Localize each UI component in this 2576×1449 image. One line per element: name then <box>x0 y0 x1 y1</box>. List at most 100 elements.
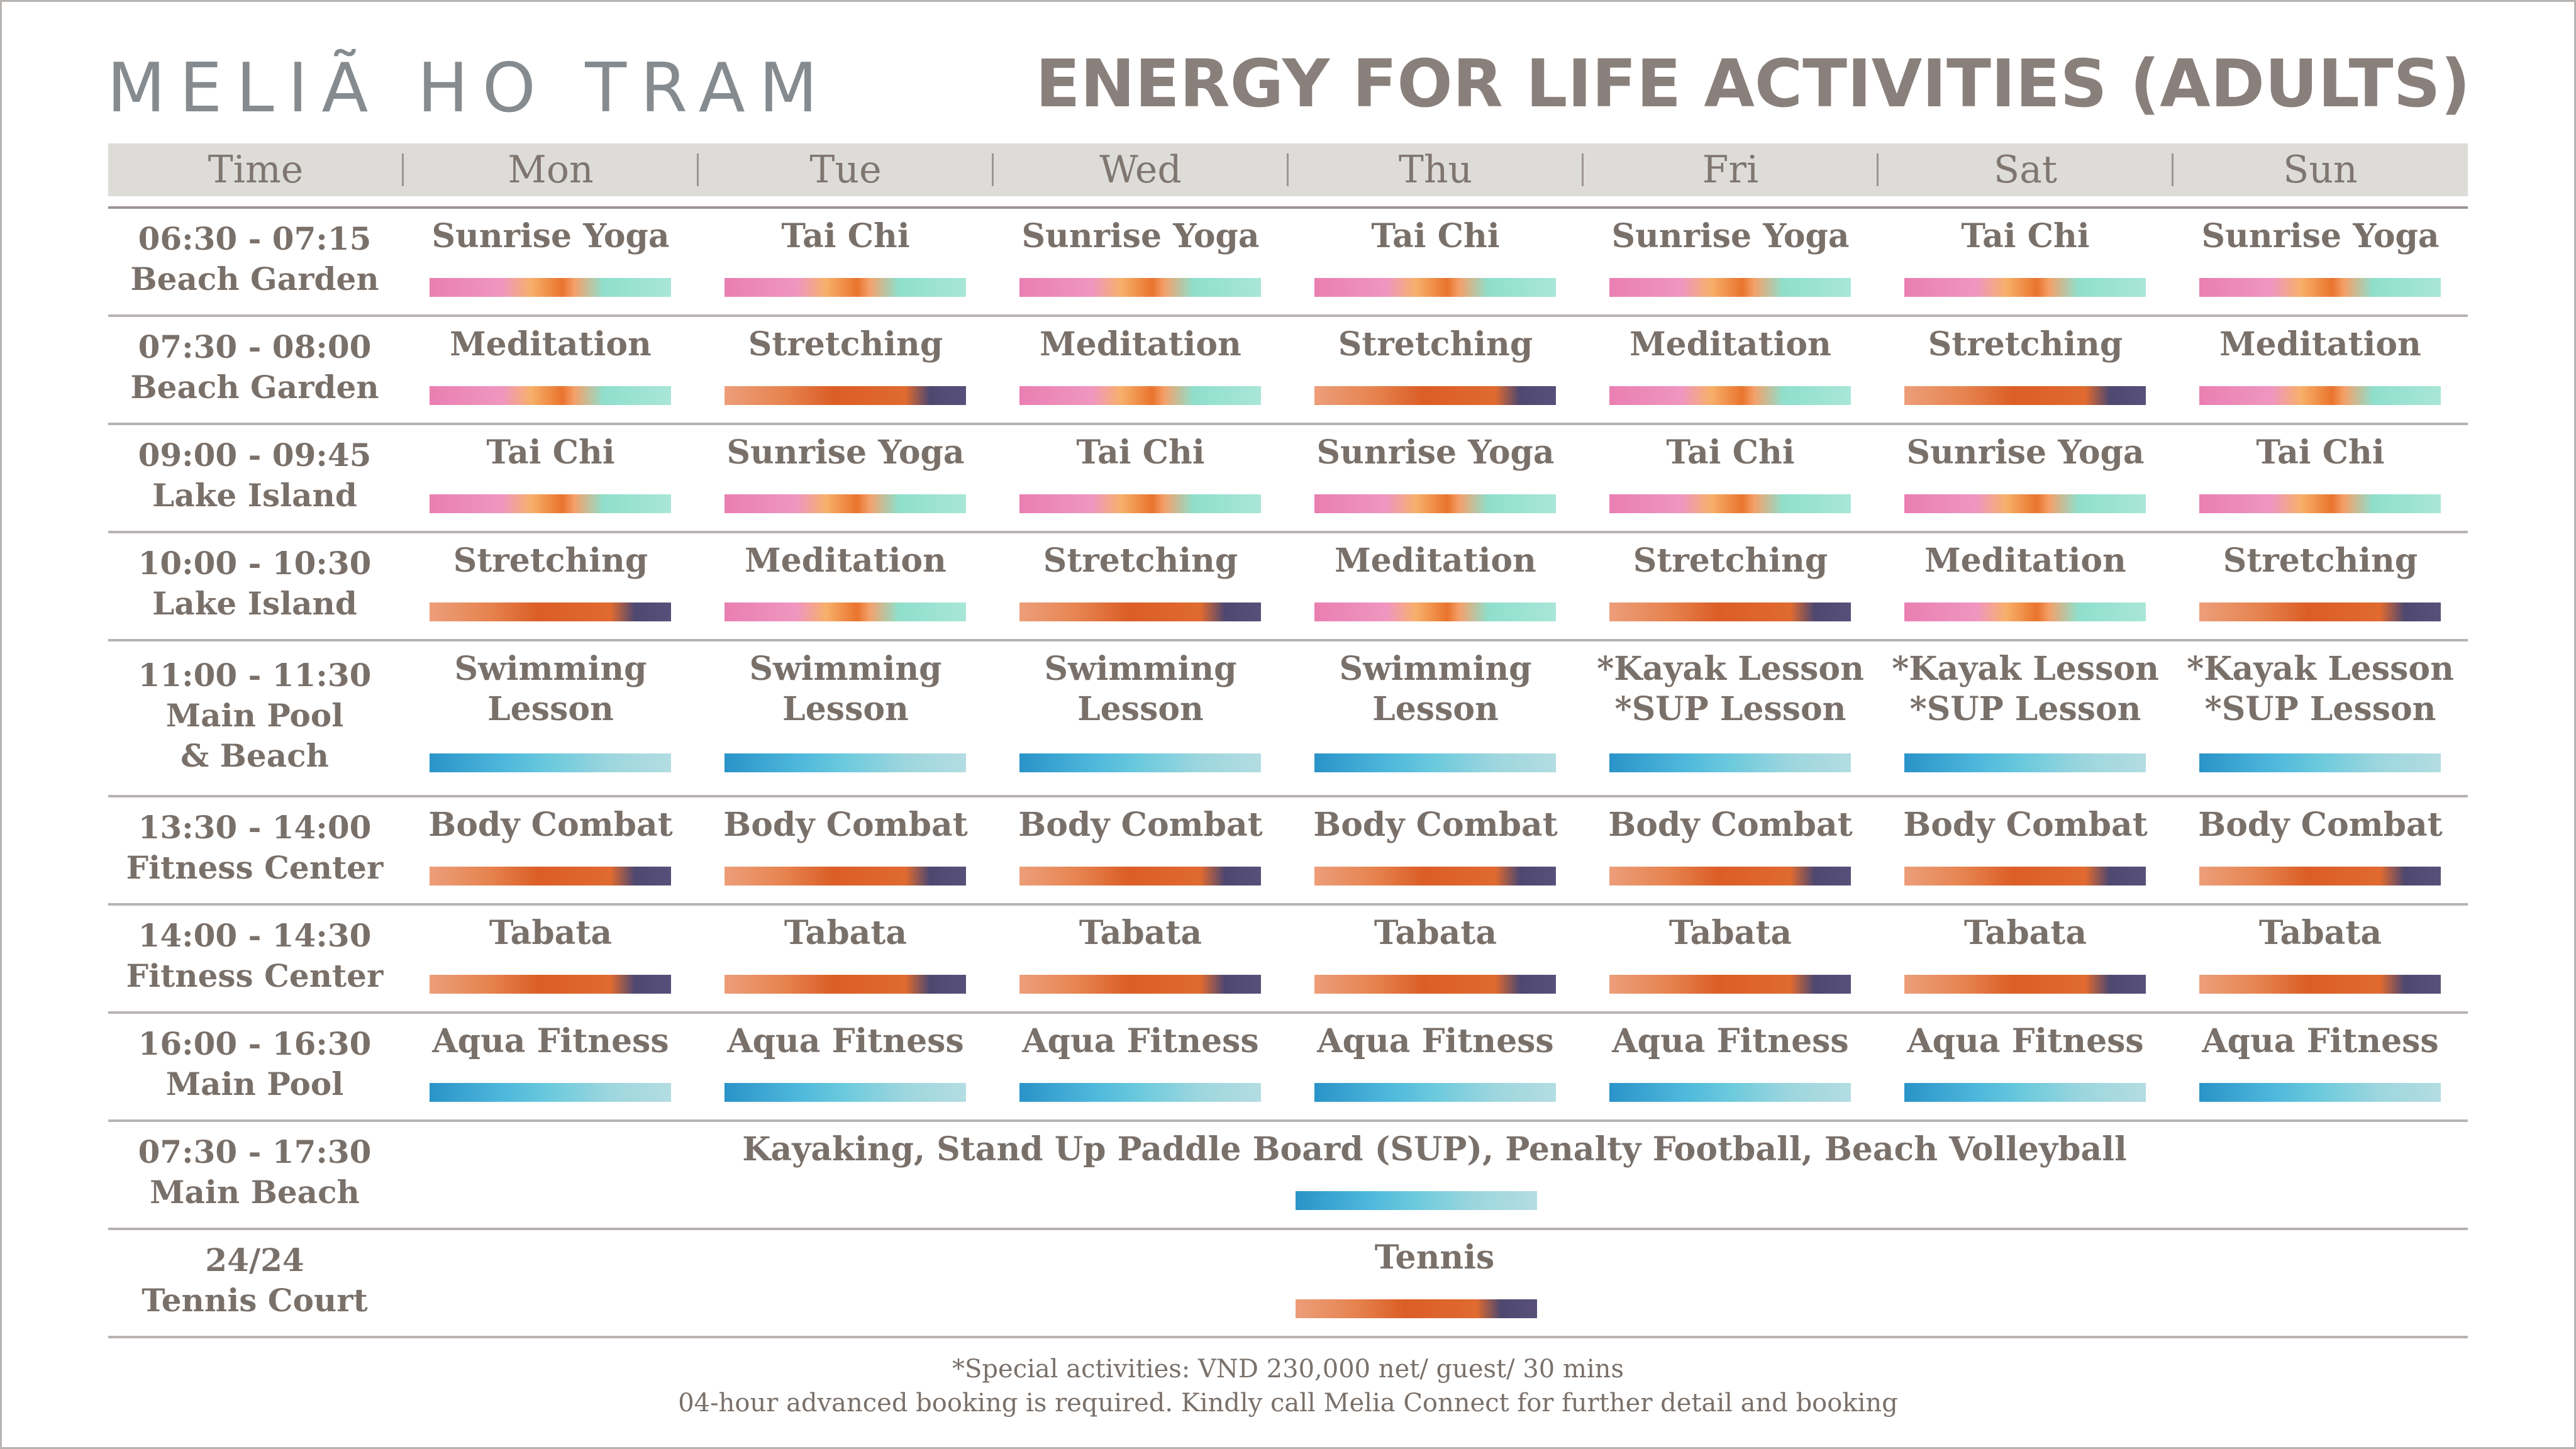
category-bar-water <box>1904 753 2146 772</box>
activity-name: Tabata <box>489 914 613 952</box>
location-label: Main Beach <box>150 1174 360 1211</box>
activity-name: Lesson <box>487 690 614 728</box>
category-bar-fire <box>2199 975 2441 994</box>
activity-cell: Stretching <box>993 541 1288 581</box>
category-bar-fire <box>724 975 966 994</box>
category-bar-water <box>430 1083 671 1102</box>
activity-cell: Tai Chi <box>1288 216 1583 257</box>
header-divider <box>1287 153 1289 186</box>
schedule-row: 14:00 - 14:30 Fitness Center Tabata Tabata T… <box>108 906 2468 1014</box>
activity-name: Kayaking, Stand Up Paddle Board (SUP), P… <box>742 1130 2127 1169</box>
activity-name: Sunrise Yoga <box>1906 433 2145 472</box>
activity-cell: Stretching <box>1583 541 1878 581</box>
category-bar-water <box>1904 1083 2146 1102</box>
time-range: 09:00 - 09:45 <box>138 436 372 474</box>
activity-name: Stretching <box>1338 325 1533 364</box>
location-label: Main Pool <box>165 1065 344 1102</box>
activity-name: Meditation <box>450 325 652 364</box>
activity-name: Aqua Fitness <box>2202 1022 2439 1060</box>
schedule-row: 10:00 - 10:30 Lake Island Stretching Medita… <box>108 533 2468 641</box>
activity-name: *Kayak Lesson <box>2187 650 2454 688</box>
category-bar-zen <box>724 278 966 297</box>
activity-cell: Aqua Fitness <box>1878 1021 2173 1062</box>
activity-cell: Tai Chi <box>698 216 993 257</box>
activity-name: Body Combat <box>428 806 673 844</box>
activity-cell: Body Combat <box>1878 805 2173 845</box>
category-bar-fire <box>1609 975 1851 994</box>
activity-name: Sunrise Yoga <box>1316 433 1555 472</box>
time-cell: 13:30 - 14:00 Fitness Center <box>108 808 401 888</box>
activity-name: Meditation <box>1040 325 1241 364</box>
time-range: 16:00 - 16:30 <box>138 1025 372 1062</box>
category-bar-zen <box>1904 278 2146 297</box>
category-bar-water <box>430 753 671 772</box>
category-bar-fire <box>1019 602 1261 621</box>
category-bar-water <box>724 753 966 772</box>
time-cell: 10:00 - 10:30 Lake Island <box>108 543 401 624</box>
category-bar-water <box>2199 753 2441 772</box>
time-cell: 24/24 Tennis Court <box>108 1240 401 1321</box>
activity-name: Swimming <box>1339 650 1532 688</box>
category-bar-water <box>1314 1083 1556 1102</box>
category-bar-fire <box>1314 867 1556 886</box>
category-bar-fire <box>1609 867 1851 886</box>
schedule-header: Time Mon Tue Wed Thu Fri Sat Sun <box>108 143 2468 196</box>
activity-name: Aqua Fitness <box>1317 1022 1554 1060</box>
time-range: 11:00 - 11:30 <box>138 657 372 694</box>
schedule-row: 13:30 - 14:00 Fitness Center Body Combat Bo… <box>108 797 2468 906</box>
activity-name: Sunrise Yoga <box>1021 217 1260 255</box>
activity-cell: Stretching <box>1288 325 1583 365</box>
activity-cell: Sunrise Yoga <box>993 216 1288 257</box>
activity-cell: Stretching <box>698 325 993 365</box>
category-bar-zen <box>1609 278 1851 297</box>
category-bar-zen <box>724 602 966 621</box>
header-mon: Mon <box>508 148 594 192</box>
activity-name: Lesson <box>782 690 909 728</box>
activity-name: Sunrise Yoga <box>431 217 670 255</box>
location-label: Beach Garden <box>130 260 379 297</box>
time-range: 07:30 - 08:00 <box>138 328 372 365</box>
activity-cell: Swimming Lesson <box>993 649 1288 730</box>
activity-name: Body Combat <box>1903 806 2148 844</box>
category-bar-zen <box>1019 386 1261 405</box>
activity-cell: Meditation <box>403 325 698 365</box>
activity-cell: Sunrise Yoga <box>2173 216 2468 257</box>
activity-name: *SUP Lesson <box>1909 690 2141 728</box>
category-bar-fire <box>430 602 671 621</box>
location-label: Fitness Center <box>126 849 384 886</box>
activity-cell: *Kayak Lesson *SUP Lesson <box>1878 649 2173 730</box>
activity-name: Meditation <box>745 541 947 580</box>
melia-logo: MELIÃ HO TRAM <box>107 49 831 128</box>
category-bar-zen <box>430 494 671 513</box>
category-bar-zen <box>430 278 671 297</box>
time-range: 13:30 - 14:00 <box>138 809 372 846</box>
activity-cell: Body Combat <box>1288 805 1583 845</box>
activity-cell: Meditation <box>1288 541 1583 581</box>
activity-cell: Body Combat <box>993 805 1288 845</box>
activity-name: *Kayak Lesson <box>1892 650 2159 688</box>
header-divider <box>1582 153 1584 186</box>
category-bar-fire <box>1904 867 2146 886</box>
time-cell: 11:00 - 11:30 Main Pool & Beach <box>108 655 401 776</box>
activity-name: Tai Chi <box>1666 433 1795 472</box>
activity-name: Body Combat <box>1608 806 1853 844</box>
category-bar-zen <box>1314 494 1556 513</box>
activity-name: Tai Chi <box>2256 433 2385 472</box>
location-label: Beach Garden <box>130 369 379 406</box>
category-bar-fire <box>2199 867 2441 886</box>
category-bar-zen <box>2199 494 2441 513</box>
location-label: Lake Island <box>152 477 357 514</box>
activity-name: Stretching <box>1928 325 2123 364</box>
header-thu: Thu <box>1398 148 1473 192</box>
activity-cell: Tai Chi <box>993 433 1288 473</box>
activity-name: Stretching <box>748 325 943 364</box>
schedule-row: 11:00 - 11:30 Main Pool & Beach Swimming Les… <box>108 641 2468 797</box>
activity-name: Tabata <box>1374 914 1497 952</box>
activity-cell: Body Combat <box>1583 805 1878 845</box>
category-bar-fire <box>1314 386 1556 405</box>
activity-name: Meditation <box>1924 541 2126 580</box>
category-bar-fire <box>1296 1299 1537 1318</box>
location-label: Fitness Center <box>126 957 384 994</box>
activity-name: Tabata <box>2258 914 2382 952</box>
footer-booking-note: 04-hour advanced booking is required. Ki… <box>678 1389 1898 1418</box>
